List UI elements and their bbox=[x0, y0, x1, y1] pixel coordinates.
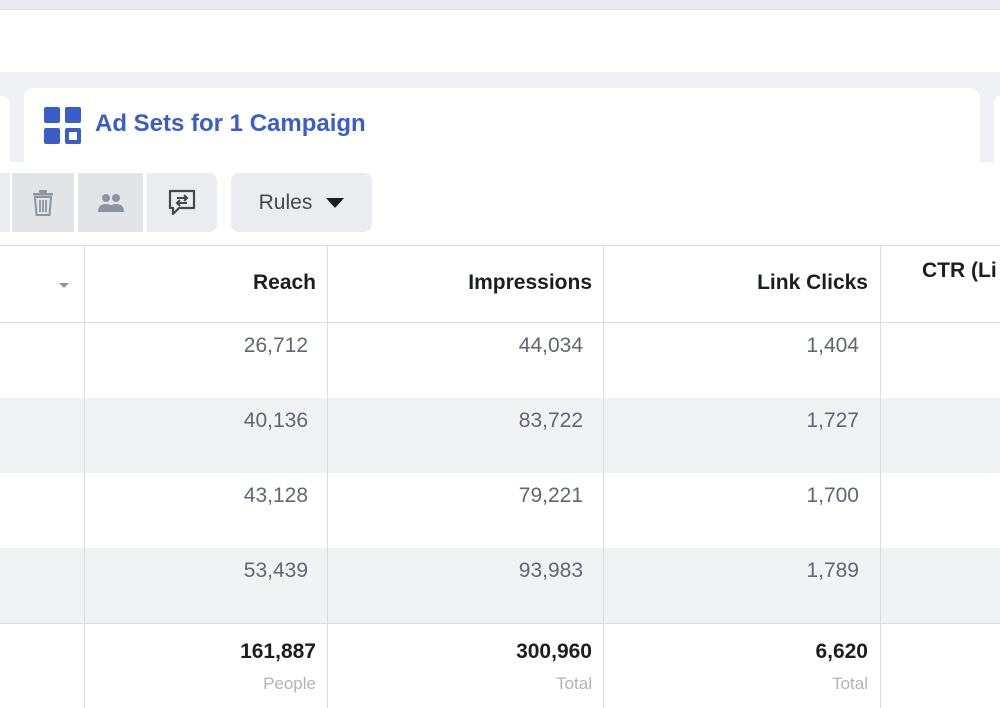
sort-caret-icon[interactable] bbox=[59, 283, 69, 288]
column-header-impressions[interactable]: Impressions bbox=[468, 271, 592, 294]
browser-top-strip bbox=[0, 0, 1000, 10]
column-header-link-clicks[interactable]: Link Clicks bbox=[757, 271, 868, 294]
total-link-clicks: 6,620 bbox=[815, 640, 868, 663]
tab-ad-sets[interactable] bbox=[24, 88, 980, 164]
column-header-reach[interactable]: Reach bbox=[252, 271, 316, 294]
ad-sets-table: Reach Impressions Link Clicks CTR (Li 26… bbox=[0, 245, 1000, 708]
cell-link-clicks: 1,404 bbox=[806, 334, 859, 357]
total-reach: 161,887 bbox=[240, 640, 316, 663]
cell-reach: 43,128 bbox=[243, 484, 308, 507]
people-icon bbox=[97, 193, 124, 212]
delete-button[interactable] bbox=[10, 173, 74, 232]
cell-impressions: 79,221 bbox=[518, 484, 583, 507]
total-reach-unit: People bbox=[263, 674, 316, 693]
toolbar-partial-button[interactable] bbox=[0, 173, 10, 232]
cell-link-clicks: 1,727 bbox=[806, 409, 859, 432]
tab-next[interactable] bbox=[994, 96, 1000, 162]
column-header-ctr[interactable]: CTR (Li bbox=[922, 259, 997, 282]
cell-reach: 26,712 bbox=[243, 334, 308, 357]
tab-previous[interactable] bbox=[0, 96, 10, 162]
cell-reach: 40,136 bbox=[243, 409, 308, 432]
rules-label: Rules bbox=[258, 190, 313, 214]
total-link-clicks-unit: Total bbox=[832, 674, 868, 693]
column-divider[interactable] bbox=[880, 245, 881, 708]
header-area bbox=[0, 10, 1000, 72]
cell-impressions: 93,983 bbox=[518, 559, 583, 582]
grid-icon bbox=[44, 107, 81, 144]
cell-link-clicks: 1,700 bbox=[806, 484, 859, 507]
rules-dropdown[interactable]: Rules bbox=[231, 173, 372, 232]
column-divider[interactable] bbox=[603, 245, 604, 708]
total-impressions-unit: Total bbox=[556, 674, 592, 693]
cell-reach: 53,439 bbox=[243, 559, 308, 582]
table-row[interactable] bbox=[0, 398, 1000, 473]
cell-impressions: 44,034 bbox=[518, 334, 583, 357]
chevron-down-icon bbox=[326, 197, 345, 208]
total-impressions: 300,960 bbox=[516, 640, 592, 663]
comment-compare-icon bbox=[168, 189, 196, 215]
totals-row: 161,887 People 300,960 Total 6,620 Total bbox=[0, 623, 1000, 708]
compare-button[interactable] bbox=[145, 173, 217, 232]
table-header bbox=[0, 245, 1000, 323]
table-row[interactable] bbox=[0, 548, 1000, 623]
trash-icon bbox=[33, 189, 53, 216]
cell-impressions: 83,722 bbox=[518, 409, 583, 432]
audience-button[interactable] bbox=[76, 173, 143, 232]
column-divider[interactable] bbox=[327, 245, 328, 708]
column-divider[interactable] bbox=[84, 245, 85, 708]
cell-link-clicks: 1,789 bbox=[806, 559, 859, 582]
tab-ad-sets-label[interactable]: Ad Sets for 1 Campaign bbox=[95, 110, 366, 137]
